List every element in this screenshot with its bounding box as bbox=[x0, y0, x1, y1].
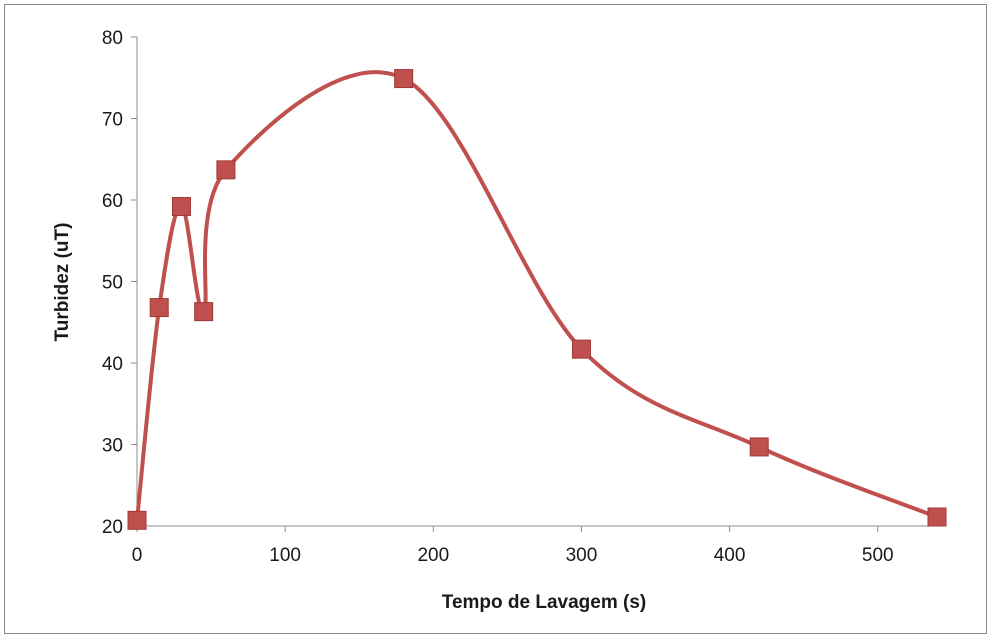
y-tick-label: 60 bbox=[102, 191, 123, 212]
data-point-marker bbox=[171, 197, 191, 217]
y-tick-label: 70 bbox=[102, 110, 123, 131]
x-tick-label: 100 bbox=[269, 545, 301, 566]
axes bbox=[136, 37, 942, 527]
chart-frame bbox=[4, 4, 987, 634]
x-tick-label: 0 bbox=[132, 545, 143, 566]
y-tick-label: 30 bbox=[102, 436, 123, 457]
data-point-marker bbox=[571, 339, 591, 359]
x-tick-label: 200 bbox=[417, 545, 449, 566]
y-tick-label: 20 bbox=[102, 517, 123, 538]
data-point-marker bbox=[749, 437, 769, 457]
y-tick-label: 50 bbox=[102, 273, 123, 294]
x-tick-label: 300 bbox=[566, 545, 598, 566]
data-point-marker bbox=[927, 507, 947, 527]
ticks: 20 30 40 50 60 70 80 0 100 200 300 400 500 bbox=[102, 28, 894, 566]
x-tick-label: 500 bbox=[862, 545, 894, 566]
data-point-marker bbox=[216, 160, 236, 180]
data-point-marker bbox=[127, 510, 147, 530]
data-point-marker bbox=[394, 69, 414, 89]
y-tick-label: 40 bbox=[102, 354, 123, 375]
x-axis-title: Tempo de Lavagem (s) bbox=[442, 592, 646, 613]
series bbox=[135, 70, 938, 521]
data-point-marker bbox=[194, 302, 214, 322]
y-axis-title: Turbidez (uT) bbox=[52, 223, 73, 342]
x-tick-label: 400 bbox=[714, 545, 746, 566]
markers bbox=[127, 69, 947, 530]
series-line bbox=[135, 70, 938, 521]
y-tick-label: 80 bbox=[102, 28, 123, 49]
data-point-marker bbox=[149, 298, 169, 318]
